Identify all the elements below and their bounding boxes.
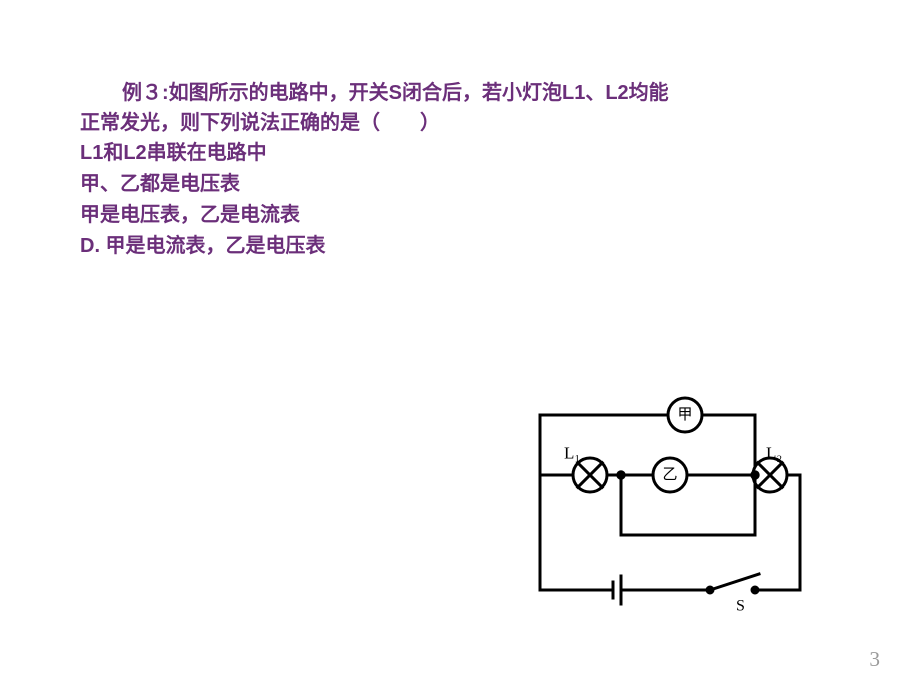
svg-text:L₂: L₂ bbox=[766, 444, 782, 463]
option-a: L1和L2串联在电路中 bbox=[80, 138, 840, 169]
svg-text:甲: 甲 bbox=[677, 407, 692, 423]
option-d: D. 甲是电流表，乙是电压表 bbox=[80, 231, 840, 262]
question-stem: 例３:如图所示的电路中，开关S闭合后，若小灯泡L1、L2均能 正常发光，则下列说… bbox=[80, 78, 840, 138]
circuit-diagram: 甲乙 L₁ L₂ S bbox=[510, 385, 810, 625]
page-number: 3 bbox=[869, 647, 880, 672]
stem-line-1: 例３:如图所示的电路中，开关S闭合后，若小灯泡L1、L2均能 bbox=[80, 78, 840, 108]
svg-text:乙: 乙 bbox=[662, 467, 677, 483]
question-block: 例３:如图所示的电路中，开关S闭合后，若小灯泡L1、L2均能 正常发光，则下列说… bbox=[80, 78, 840, 262]
options-list: L1和L2串联在电路中 甲、乙都是电压表 甲是电压表，乙是电流表 D. 甲是电流… bbox=[80, 138, 840, 262]
svg-text:L₁: L₁ bbox=[564, 444, 580, 463]
circuit-svg: 甲乙 L₁ L₂ S bbox=[510, 385, 810, 620]
stem-line-2: 正常发光，则下列说法正确的是（ ） bbox=[80, 108, 840, 138]
svg-text:S: S bbox=[736, 598, 745, 615]
option-b: 甲、乙都是电压表 bbox=[80, 169, 840, 200]
option-c: 甲是电压表，乙是电流表 bbox=[80, 200, 840, 231]
